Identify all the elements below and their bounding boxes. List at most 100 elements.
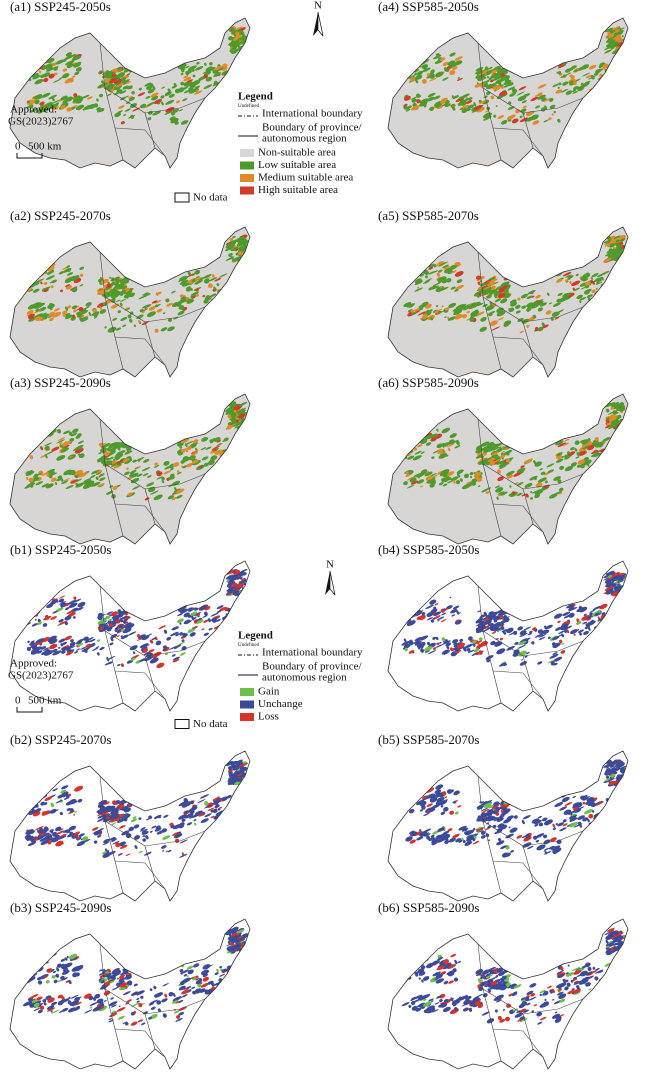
patch <box>549 653 559 659</box>
patch <box>414 53 421 57</box>
patch <box>395 431 398 434</box>
patch <box>32 266 36 271</box>
patch <box>476 640 480 645</box>
patch <box>459 478 463 482</box>
patch <box>216 605 224 610</box>
patch <box>486 79 490 83</box>
patch <box>503 322 510 327</box>
patch <box>193 819 197 822</box>
patch <box>426 479 433 484</box>
patch <box>500 285 508 290</box>
patch <box>506 452 510 456</box>
patch <box>491 625 500 631</box>
patch <box>470 302 478 308</box>
patch <box>575 621 582 625</box>
patch <box>566 603 575 609</box>
patch <box>581 614 591 621</box>
patch <box>42 832 50 837</box>
patch <box>36 835 43 840</box>
patch <box>177 641 186 646</box>
patch <box>433 95 441 100</box>
province-boundary <box>522 473 584 490</box>
patch <box>582 801 586 805</box>
patch <box>161 86 166 89</box>
patch <box>395 275 405 282</box>
patch <box>414 52 423 58</box>
patch <box>531 818 540 824</box>
patch <box>457 960 461 964</box>
patch <box>64 957 68 961</box>
patch <box>114 112 121 118</box>
patch <box>489 83 497 88</box>
patch <box>100 980 105 984</box>
patch <box>28 809 37 816</box>
patch <box>169 822 174 826</box>
patch <box>79 310 89 315</box>
patch <box>235 419 239 422</box>
patch <box>78 833 85 837</box>
patch <box>50 308 53 311</box>
patch <box>141 1022 146 1026</box>
patch <box>415 79 419 84</box>
patch <box>600 454 610 460</box>
patch <box>497 317 504 321</box>
patch <box>484 450 488 454</box>
patch <box>142 292 149 296</box>
patch <box>231 256 241 262</box>
patch <box>59 444 63 448</box>
patch <box>110 633 118 638</box>
patch <box>64 77 74 84</box>
patch <box>143 851 152 856</box>
patch <box>98 475 102 478</box>
patch <box>608 29 618 34</box>
patch <box>27 314 35 320</box>
patch <box>125 307 130 310</box>
patch <box>539 468 543 471</box>
patch <box>32 601 36 604</box>
patch <box>225 822 232 827</box>
patch <box>533 460 537 465</box>
patch <box>117 72 126 78</box>
province-boundary <box>114 503 166 533</box>
patch <box>572 808 581 812</box>
patch <box>409 77 415 82</box>
patch <box>430 619 435 623</box>
patch <box>239 29 243 33</box>
patch <box>451 317 454 321</box>
patch <box>52 78 62 83</box>
patch <box>39 1003 44 1006</box>
patch <box>575 629 580 632</box>
patch <box>89 637 94 640</box>
patch <box>218 86 228 92</box>
province-boundary <box>492 860 544 890</box>
patch <box>44 107 49 111</box>
patch <box>550 837 557 842</box>
patch <box>165 298 170 303</box>
patch <box>211 274 215 278</box>
patch <box>26 646 31 652</box>
patch <box>462 303 467 307</box>
patch <box>406 264 410 270</box>
patch <box>186 813 194 818</box>
patch <box>520 659 523 661</box>
patch <box>581 796 589 801</box>
patch <box>51 1009 60 1014</box>
patch <box>581 273 591 279</box>
patch <box>133 1010 137 1014</box>
patch <box>494 298 502 303</box>
patch <box>40 104 45 109</box>
patch <box>550 661 555 666</box>
patch <box>566 292 575 298</box>
patch <box>526 308 530 313</box>
patch <box>598 819 604 823</box>
patch <box>181 646 187 651</box>
patch <box>408 650 415 654</box>
patch <box>225 90 235 96</box>
patch <box>216 296 224 301</box>
patch <box>40 54 46 58</box>
province-boundary <box>144 830 206 847</box>
patch <box>35 481 44 486</box>
patch <box>399 265 403 268</box>
patch <box>43 77 49 83</box>
patch <box>240 417 245 421</box>
